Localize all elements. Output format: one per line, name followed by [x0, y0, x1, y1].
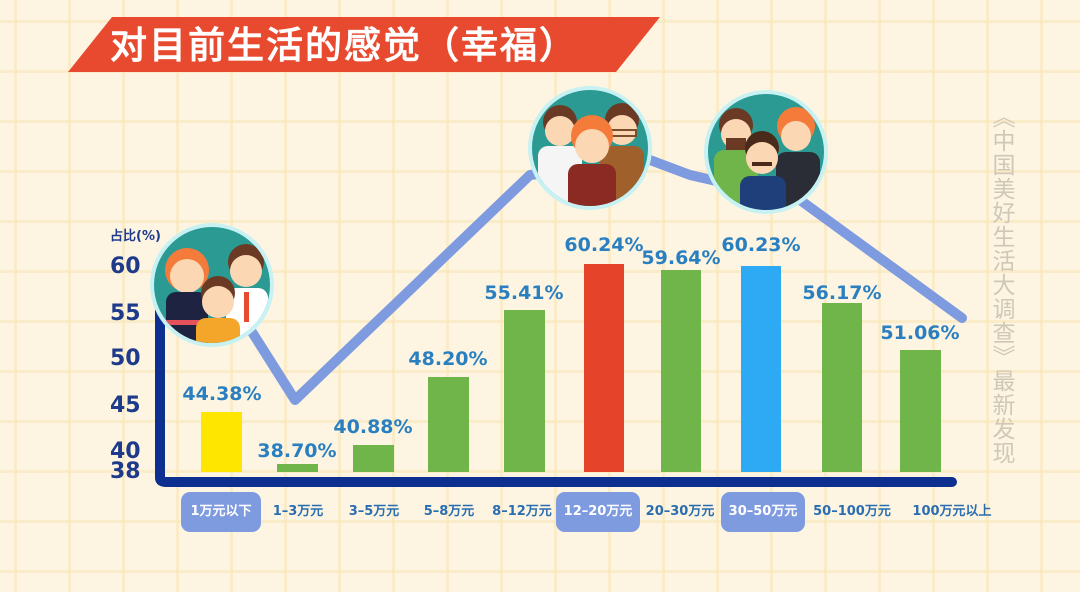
- x-tick-100wan-above: 100万元以上: [912, 504, 992, 519]
- y-axis-label: 占比(%): [110, 229, 161, 244]
- bar-12-20wan: [584, 264, 624, 472]
- value-label: 56.17%: [802, 282, 882, 304]
- avatar-group-low-income: [150, 223, 274, 347]
- y-tick-50: 50: [110, 346, 141, 371]
- x-tick-20-30wan: 20–30万元: [645, 504, 715, 519]
- y-tick-60: 60: [110, 254, 141, 279]
- x-tick-1wan-below: 1万元以下: [181, 492, 261, 532]
- x-tick-3-5wan: 3–5万元: [348, 504, 400, 519]
- x-tick-12-20wan: 12–20万元: [556, 492, 640, 532]
- x-tick-30-50wan: 30–50万元: [721, 492, 805, 532]
- y-tick-55: 55: [110, 301, 141, 326]
- x-tick-50-100wan: 50–100万元: [813, 504, 891, 519]
- bar-50-100wan: [822, 303, 862, 472]
- y-tick-40: 40: [110, 439, 141, 464]
- x-tick-8-12wan: 8–12万元: [492, 504, 552, 519]
- chart-axis: [155, 295, 957, 487]
- bar-5-8wan: [428, 377, 469, 472]
- y-tick-38: 38: [110, 459, 141, 484]
- title-banner: [68, 17, 660, 72]
- value-label: 51.06%: [880, 322, 960, 344]
- x-tick-1-3wan: 1–3万元: [272, 504, 324, 519]
- chart-title: 对目前生活的感觉（幸福）: [110, 24, 578, 67]
- value-label: 40.88%: [333, 416, 413, 438]
- bar-3-5wan: [353, 445, 394, 472]
- value-label: 55.41%: [484, 282, 564, 304]
- bar-30-50wan: [741, 266, 781, 472]
- y-tick-45: 45: [110, 393, 141, 418]
- bar-20-30wan: [661, 270, 701, 472]
- avatar-group-high-income: [704, 90, 828, 214]
- value-label: 60.24%: [564, 234, 644, 256]
- value-label: 44.38%: [182, 383, 262, 405]
- bar-8-12wan: [504, 310, 545, 472]
- bar-100wan-above: [900, 350, 941, 472]
- bars: [201, 264, 941, 472]
- avatar-group-mid-income: [528, 86, 652, 210]
- source-caption: 《中国美好生活大调查》最新发现: [988, 105, 1014, 465]
- value-label: 38.70%: [257, 440, 337, 462]
- value-label: 59.64%: [641, 247, 721, 269]
- value-label: 48.20%: [408, 348, 488, 370]
- bar-1wan-below: [201, 412, 242, 472]
- bar-1-3wan: [277, 464, 318, 472]
- x-tick-5-8wan: 5–8万元: [423, 504, 475, 519]
- value-label: 60.23%: [721, 234, 801, 256]
